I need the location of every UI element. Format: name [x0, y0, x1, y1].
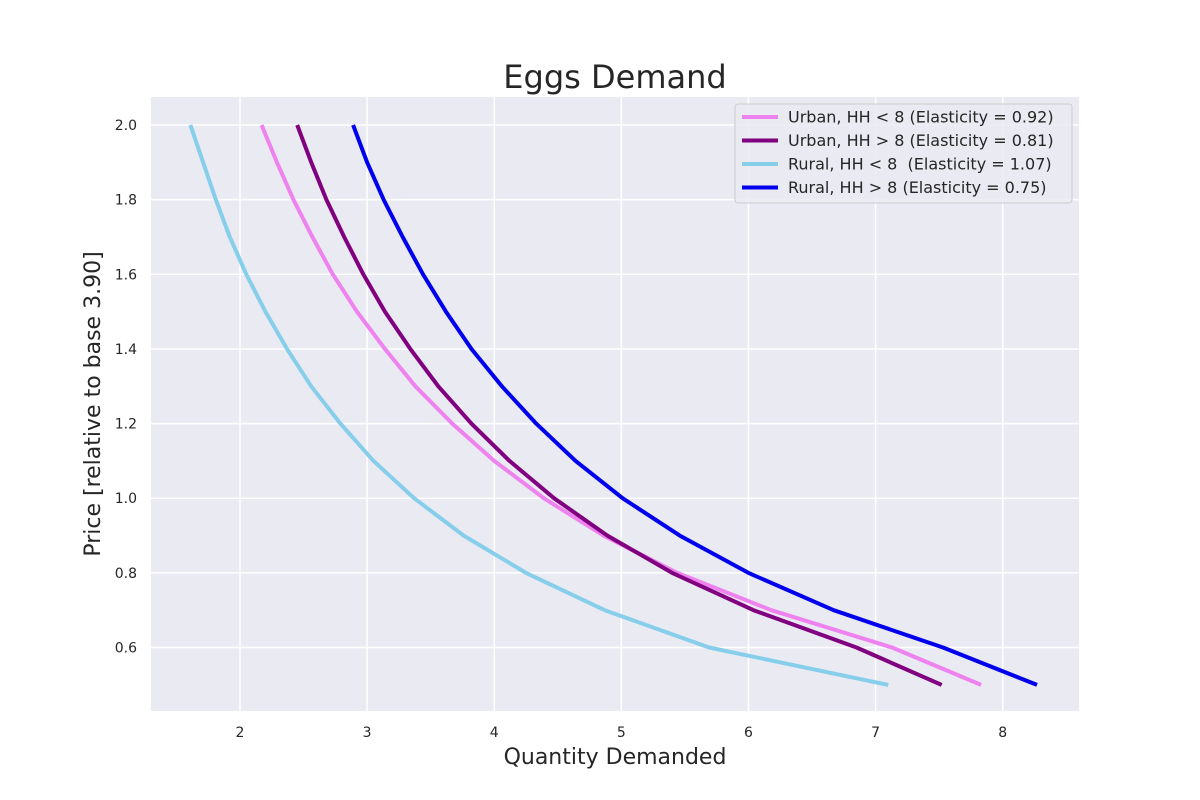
- series-line-2: [295, 124, 943, 687]
- y-tick-labels: 0.6 0.8 1.0 1.2 1.4 1.6 1.8 2.0: [115, 118, 137, 657]
- x-tick-label: 5: [617, 725, 626, 741]
- y-tick-label: 1.8: [115, 193, 137, 209]
- series-lines: [188, 124, 1038, 687]
- y-tick-label: 1.6: [115, 267, 137, 283]
- y-tick-label: 2.0: [115, 118, 137, 134]
- y-tick-label: 1.2: [115, 417, 137, 433]
- x-tick-labels: 2 3 4 5 6 7 8: [236, 725, 1008, 741]
- legend: Urban, HH < 8 (Elasticity = 0.92) Urban, …: [734, 103, 1073, 204]
- x-axis-label: Quantity Demanded: [504, 745, 727, 770]
- x-tick-label: 4: [490, 725, 499, 741]
- chart-title: Eggs Demand: [503, 58, 726, 96]
- y-tick-label: 1.4: [115, 342, 137, 358]
- x-tick-label: 8: [998, 725, 1007, 741]
- series-line-4: [351, 124, 1038, 687]
- x-tick-label: 6: [744, 725, 753, 741]
- y-tick-label: 0.6: [115, 641, 137, 657]
- x-tick-label: 7: [871, 725, 880, 741]
- series-line-1: [259, 124, 982, 687]
- y-axis-label: Price [relative to base 3.90]: [81, 251, 106, 556]
- x-tick-label: 3: [363, 725, 372, 741]
- legend-label-4: Rural, HH > 8 (Elasticity = 0.75): [788, 178, 1047, 197]
- x-tick-label: 2: [236, 725, 245, 741]
- y-tick-label: 0.8: [115, 566, 137, 582]
- legend-label-3: Rural, HH < 8 (Elasticity = 1.07): [788, 155, 1052, 174]
- legend-label-1: Urban, HH < 8 (Elasticity = 0.92): [788, 108, 1054, 127]
- legend-box: [734, 103, 1073, 204]
- legend-label-2: Urban, HH > 8 (Elasticity = 0.81): [788, 131, 1054, 150]
- y-tick-label: 1.0: [115, 491, 137, 507]
- series-line-3: [188, 124, 889, 687]
- legend-entries: Urban, HH < 8 (Elasticity = 0.92) Urban, …: [742, 108, 1054, 197]
